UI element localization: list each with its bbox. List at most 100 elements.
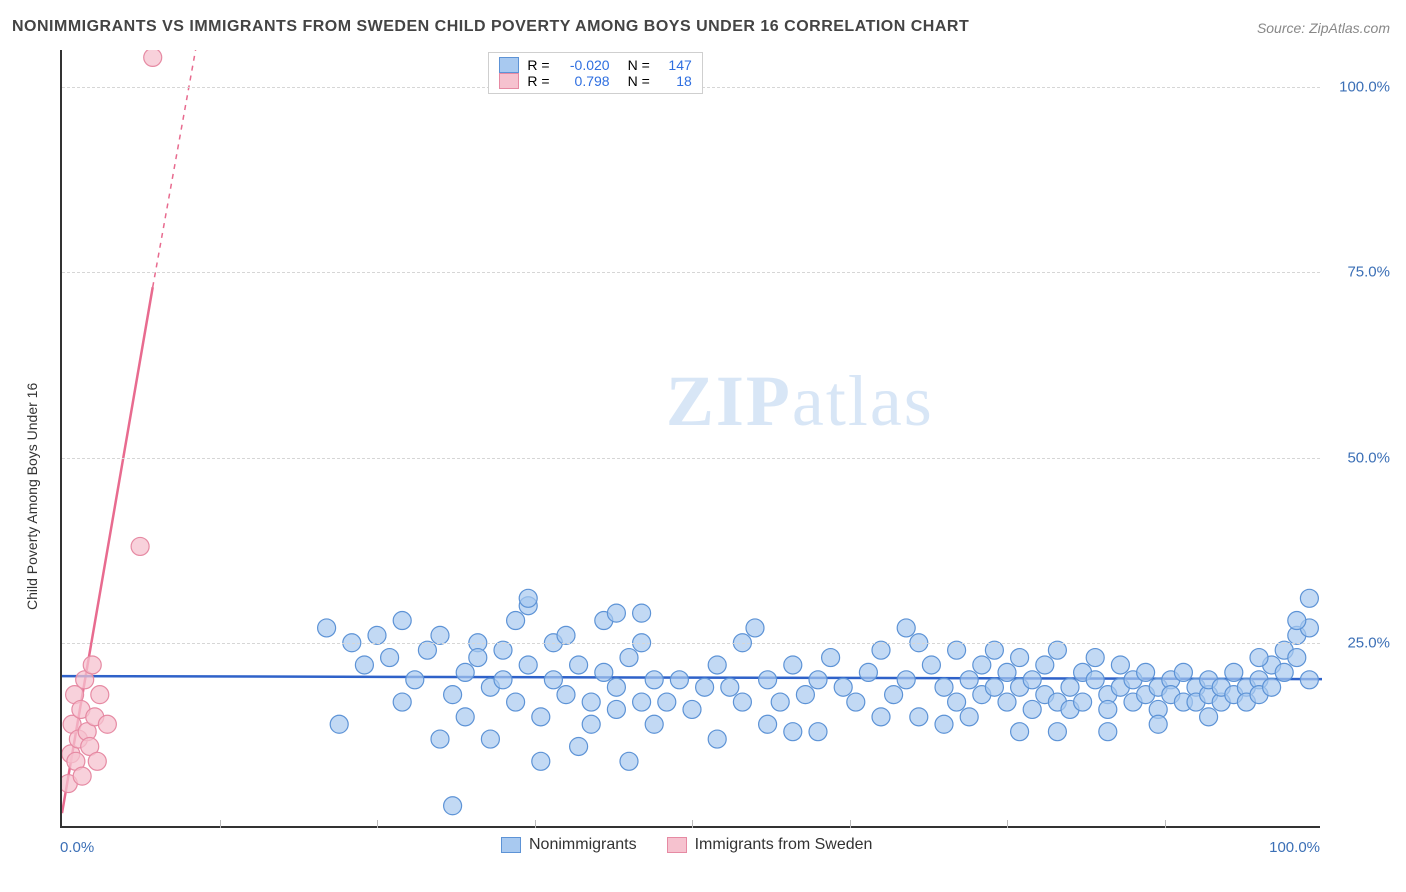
data-point: [431, 626, 449, 644]
data-point: [83, 656, 101, 674]
data-point: [1061, 678, 1079, 696]
data-point: [985, 678, 1003, 696]
data-point: [1212, 678, 1230, 696]
data-point: [645, 715, 663, 733]
data-point: [1200, 671, 1218, 689]
data-point: [1099, 700, 1117, 718]
data-point: [948, 641, 966, 659]
data-point: [88, 752, 106, 770]
data-point: [131, 537, 149, 555]
data-point: [406, 671, 424, 689]
data-point: [645, 671, 663, 689]
data-point: [1187, 693, 1205, 711]
n-value: 18: [658, 73, 692, 89]
data-point: [1300, 619, 1318, 637]
data-point: [532, 752, 550, 770]
source-attribution: Source: ZipAtlas.com: [1257, 20, 1390, 36]
data-point: [670, 671, 688, 689]
data-point: [985, 641, 1003, 659]
data-point: [69, 730, 87, 748]
data-point: [595, 612, 613, 630]
data-point: [76, 671, 94, 689]
y-tick-label: 100.0%: [1339, 79, 1390, 96]
data-point: [67, 752, 85, 770]
data-point: [1086, 649, 1104, 667]
data-point: [1275, 663, 1293, 681]
data-point: [1111, 678, 1129, 696]
data-point: [771, 693, 789, 711]
data-point: [582, 715, 600, 733]
data-point: [1250, 649, 1268, 667]
data-point: [469, 649, 487, 667]
data-point: [582, 693, 600, 711]
data-point: [91, 686, 109, 704]
watermark-zip: ZIP: [666, 361, 792, 441]
data-point: [1212, 693, 1230, 711]
data-point: [1250, 671, 1268, 689]
data-point: [1263, 656, 1281, 674]
data-point: [1237, 678, 1255, 696]
data-point: [519, 597, 537, 615]
data-point: [1048, 723, 1066, 741]
data-point: [922, 656, 940, 674]
data-point: [1023, 700, 1041, 718]
data-point: [318, 619, 336, 637]
data-point: [658, 693, 676, 711]
legend-swatch: [499, 57, 519, 73]
data-point: [1275, 641, 1293, 659]
data-point: [1099, 723, 1117, 741]
data-point: [532, 708, 550, 726]
data-point: [144, 50, 162, 66]
n-value: 147: [658, 57, 692, 73]
correlation-legend: R =-0.020N =147R =0.798N =18: [488, 52, 702, 94]
data-point: [456, 663, 474, 681]
data-point: [507, 612, 525, 630]
data-point: [1288, 612, 1306, 630]
data-point: [607, 700, 625, 718]
data-point: [98, 715, 116, 733]
data-point: [1048, 693, 1066, 711]
data-point: [1149, 700, 1167, 718]
data-point: [1036, 656, 1054, 674]
r-label: R =: [527, 57, 549, 73]
data-point: [1074, 663, 1092, 681]
data-point: [885, 686, 903, 704]
data-point: [66, 686, 84, 704]
data-point: [1149, 715, 1167, 733]
data-point: [72, 700, 90, 718]
data-point: [746, 619, 764, 637]
data-point: [1149, 678, 1167, 696]
data-point: [570, 737, 588, 755]
data-point: [620, 752, 638, 770]
data-point: [1200, 686, 1218, 704]
data-point: [910, 708, 928, 726]
n-label: N =: [628, 73, 650, 89]
data-point: [960, 671, 978, 689]
data-point: [897, 619, 915, 637]
legend-swatch: [501, 837, 521, 853]
data-point: [595, 663, 613, 681]
watermark-atlas: atlas: [792, 361, 934, 441]
data-point: [935, 678, 953, 696]
data-point: [607, 678, 625, 696]
y-tick-label: 50.0%: [1347, 449, 1390, 466]
data-point: [1237, 693, 1255, 711]
data-point: [1300, 589, 1318, 607]
data-point: [948, 693, 966, 711]
svg-layer: [62, 50, 1322, 828]
x-minor-tick: [377, 820, 378, 828]
legend-row: R =-0.020N =147: [499, 57, 691, 73]
data-point: [393, 612, 411, 630]
data-point: [481, 730, 499, 748]
data-point: [544, 671, 562, 689]
data-point: [494, 671, 512, 689]
data-point: [86, 708, 104, 726]
data-point: [78, 723, 96, 741]
data-point: [796, 686, 814, 704]
data-point: [431, 730, 449, 748]
data-point: [1111, 656, 1129, 674]
data-point: [494, 641, 512, 659]
data-point: [1124, 671, 1142, 689]
y-tick-label: 25.0%: [1347, 634, 1390, 651]
data-point: [683, 700, 701, 718]
